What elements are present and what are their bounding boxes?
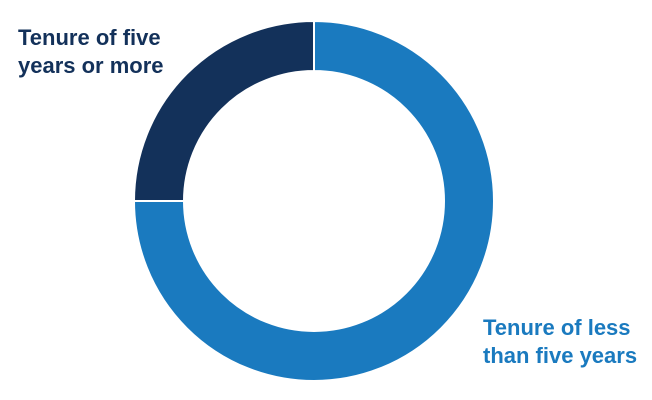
donut-slice <box>132 19 315 202</box>
donut-slice <box>132 19 495 382</box>
slice-label: Tenure of five years or more <box>18 25 164 78</box>
slice-label: Tenure of less than five years <box>483 315 638 368</box>
